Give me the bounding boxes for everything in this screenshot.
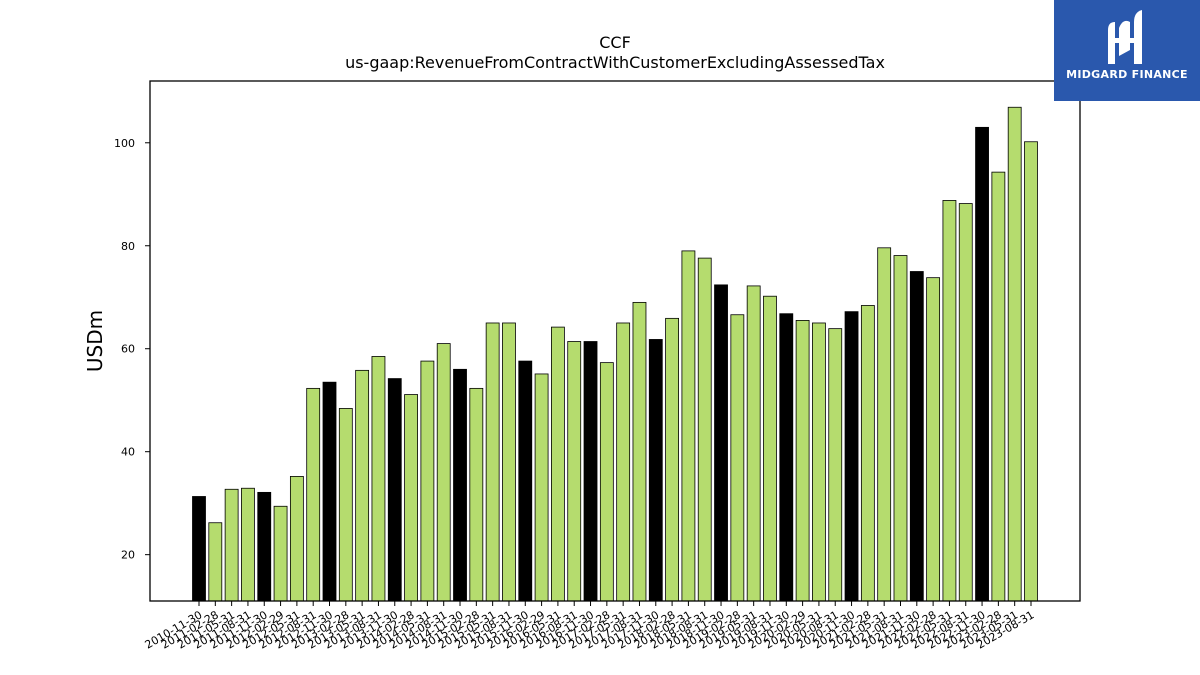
bar-2014-11-30 (453, 368, 467, 602)
bar-2020-08-31 (828, 328, 843, 602)
bar-2019-08-31 (763, 295, 777, 602)
y-tick-label: 60 (121, 343, 135, 356)
bar-2023-05-31 (1007, 106, 1022, 602)
bar-2021-11-30 (909, 271, 924, 602)
bar-2012-08-31 (306, 387, 321, 602)
bar-2011-05-31 (224, 488, 239, 602)
chart-subtitle: us-gaap:RevenueFromContractWithCustomerE… (345, 53, 885, 72)
bars-group (192, 106, 1038, 602)
bar-2013-08-31 (371, 356, 386, 602)
bar-2023-02-28 (991, 171, 1006, 602)
bar-2019-05-31 (746, 285, 761, 602)
bar-2017-02-28 (599, 362, 614, 602)
bar-2019-02-28 (730, 314, 745, 602)
plot-frame (149, 80, 1081, 602)
bar-2015-05-31 (485, 322, 500, 602)
y-tick-label: 80 (121, 240, 135, 253)
bar-2015-11-30 (518, 360, 533, 602)
bar-2022-08-31 (958, 203, 973, 602)
bar-2016-02-29 (534, 373, 549, 602)
bar-2011-08-31 (241, 487, 255, 602)
y-tick-label: 100 (114, 137, 135, 150)
chart-title: CCF (599, 33, 631, 52)
bar-2018-02-28 (665, 317, 679, 602)
bar-2012-05-31 (289, 476, 304, 602)
bar-2020-11-30 (844, 311, 859, 602)
bar-2012-02-29 (273, 505, 288, 602)
bar-2021-02-28 (860, 305, 875, 602)
bar-2013-02-28 (338, 408, 353, 602)
bar-2014-08-31 (436, 343, 451, 602)
bar-2014-02-28 (404, 394, 418, 602)
bar-2020-05-31 (812, 322, 826, 602)
bar-2011-02-28 (208, 522, 223, 602)
bar-2022-11-30 (975, 126, 989, 602)
y-axis: 20 40 60 80 100 (114, 137, 150, 562)
bar-2012-11-30 (322, 381, 337, 602)
bar-2019-11-30 (779, 313, 794, 602)
bar-2010-11-30 (192, 496, 206, 602)
bar-2022-05-31 (942, 200, 957, 602)
bar-2020-02-29 (795, 320, 810, 602)
bar-2013-05-31 (355, 369, 370, 602)
y-tick-label: 20 (121, 549, 135, 562)
bar-2018-08-31 (697, 257, 712, 602)
x-axis: 2010-11-302011-02-282011-05-312011-08-31… (143, 601, 1037, 652)
bar-2017-11-30 (648, 339, 663, 602)
bar-2018-11-30 (714, 284, 728, 602)
bar-2018-05-31 (681, 250, 696, 602)
bar-2017-05-31 (616, 322, 631, 602)
bar-2021-05-31 (877, 247, 892, 602)
bar-2011-11-30 (257, 491, 272, 602)
bar-2015-08-31 (502, 322, 516, 602)
bar-2013-11-30 (387, 378, 402, 602)
bar-2016-05-31 (551, 326, 565, 602)
bar-2023-08-31 (1024, 141, 1038, 602)
bar-2021-08-31 (893, 255, 908, 602)
bar-2016-08-31 (567, 341, 582, 602)
bar-2014-05-31 (420, 360, 435, 602)
bar-2016-11-30 (583, 341, 598, 602)
y-axis-label: USDm (83, 310, 107, 372)
bar-2022-02-28 (926, 277, 941, 602)
bar-2015-02-28 (469, 387, 484, 602)
midgard-m-logo-icon (1108, 10, 1142, 64)
midgard-finance-logo: MIDGARD FINANCE (1054, 0, 1200, 101)
logo-wordmark: MIDGARD FINANCE (1066, 68, 1188, 81)
y-tick-label: 40 (121, 446, 135, 459)
bar-2017-08-31 (632, 301, 647, 602)
